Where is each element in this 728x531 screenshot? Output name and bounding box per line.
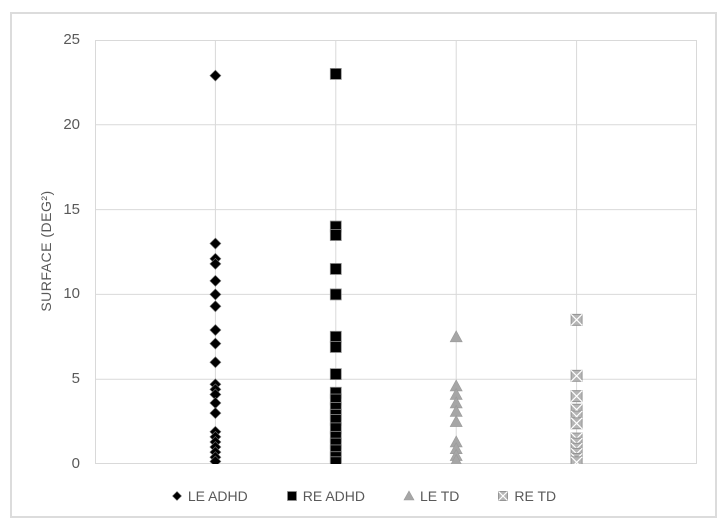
square-marker: [329, 456, 342, 464]
y-tick-label: 0: [71, 455, 80, 472]
legend-item-re-td: RE TD: [497, 488, 556, 504]
diamond-marker: [209, 356, 222, 369]
x-square-marker: [570, 369, 583, 382]
diamond-marker: [171, 491, 182, 501]
square-marker: [329, 229, 342, 241]
square-marker: [329, 341, 342, 353]
figure-border: [10, 12, 717, 518]
diamond-marker: [209, 300, 222, 313]
triangle-legend-icon: [403, 490, 415, 501]
x-square-marker: [498, 491, 509, 501]
triangle-marker: [449, 414, 463, 427]
triangle-marker: [450, 453, 462, 464]
square-legend-icon: [286, 491, 297, 501]
diamond-marker: [209, 455, 222, 464]
legend-label: RE TD: [514, 488, 557, 504]
square-marker: [286, 491, 297, 501]
legend-label: LE ADHD: [187, 488, 248, 504]
square-marker: [329, 288, 342, 301]
triangle-marker: [403, 490, 415, 501]
legend-label: LE TD: [419, 488, 460, 504]
x-square-marker: [570, 313, 583, 326]
square-marker: [329, 368, 342, 381]
diamond-marker: [209, 69, 222, 82]
y-tick-label: 10: [63, 285, 80, 303]
diamond-marker: [209, 397, 222, 409]
square-marker: [329, 330, 342, 343]
scatter-plot: [95, 40, 697, 464]
legend-item-le-adhd: LE ADHD: [171, 488, 248, 504]
x-square-marker: [570, 390, 583, 403]
legend-label: RE ADHD: [302, 488, 365, 504]
plot-border: [95, 40, 697, 464]
square-marker: [329, 68, 342, 80]
x-square-marker: [570, 456, 583, 464]
triangle-marker: [449, 330, 463, 343]
square-marker: [329, 263, 342, 275]
x-square-legend-icon: [498, 491, 509, 501]
legend-item-le-td: LE TD: [403, 488, 459, 504]
y-tick-label: 15: [63, 200, 80, 218]
diamond-marker: [209, 324, 222, 336]
diamond-legend-icon: [171, 491, 182, 501]
plot-area: [95, 40, 697, 464]
diamond-marker: [209, 237, 222, 250]
y-tick-label: 25: [63, 31, 80, 48]
legend: LE ADHD RE ADHD LE TD RE TD: [12, 485, 715, 507]
diamond-marker: [209, 274, 222, 287]
diamond-marker: [209, 288, 222, 301]
diamond-marker: [209, 257, 222, 270]
x-square-marker: [570, 417, 583, 430]
diamond-marker: [209, 337, 222, 350]
legend-item-re-adhd: RE ADHD: [286, 488, 365, 504]
diamond-marker: [209, 407, 222, 420]
y-tick-label: 5: [71, 370, 80, 388]
y-tick-label: 20: [63, 115, 80, 133]
